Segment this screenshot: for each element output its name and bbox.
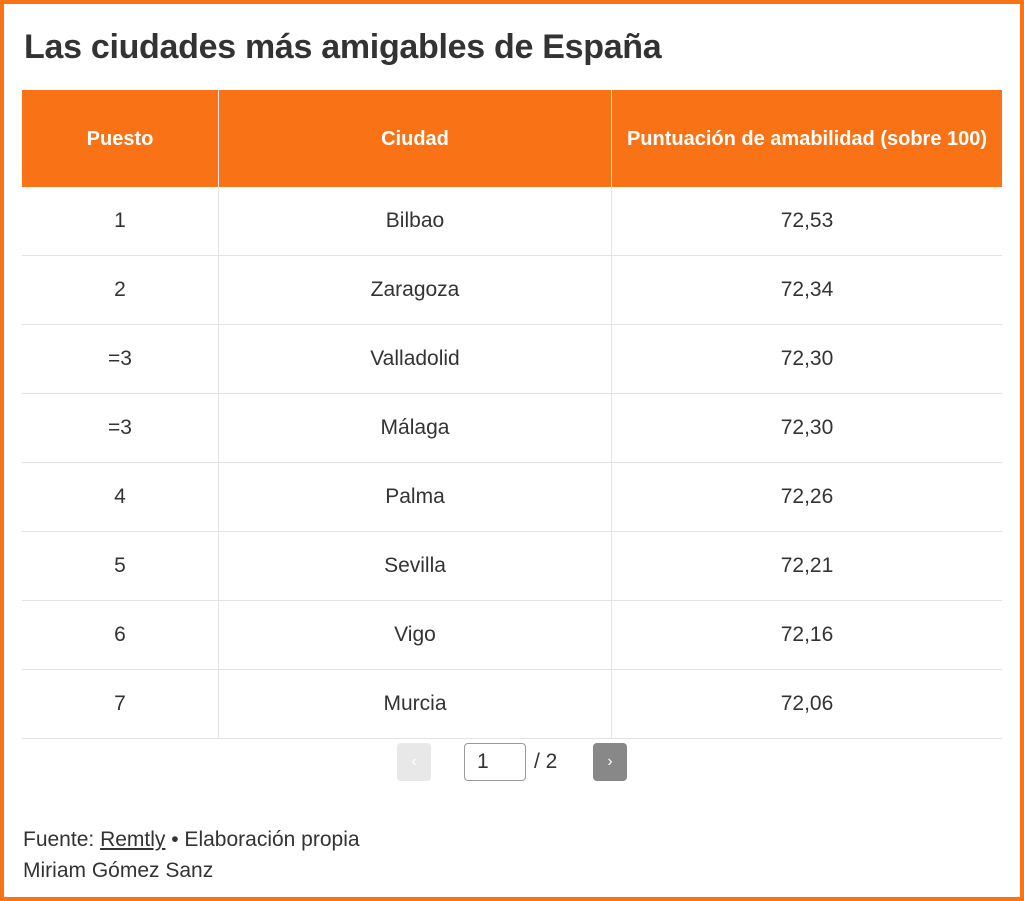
table-row: 6 Vigo 72,16 [22,600,1002,670]
rankings-table: Puesto Ciudad Puntuación de amabilidad (… [22,90,1002,739]
score-cell: 72,06 [611,669,1002,739]
table-row: 4 Palma 72,26 [22,462,1002,532]
table-row: 1 Bilbao 72,53 [22,187,1002,256]
rank-cell: 1 [22,187,219,256]
page-total: / 2 [534,750,558,773]
table-row: 5 Sevilla 72,21 [22,531,1002,601]
score-cell: 72,53 [611,187,1002,256]
page-number-input[interactable] [464,743,526,781]
author: Miriam Gómez Sanz [23,859,214,882]
header-puntuacion[interactable]: Puntuación de amabilidad (sobre 100) [611,90,1002,187]
score-cell: 72,21 [611,531,1002,601]
next-page-button[interactable]: › [593,743,627,781]
rank-cell: 7 [22,669,219,739]
rank-cell: 4 [22,462,219,532]
city-cell: Vigo [218,600,612,670]
rank-cell: =3 [22,324,219,394]
header-puesto[interactable]: Puesto [22,90,219,187]
table-row: 7 Murcia 72,06 [22,669,1002,739]
footer: Fuente: Remtly • Elaboración propia Miri… [23,824,360,886]
score-cell: 72,30 [611,393,1002,463]
city-cell: Bilbao [218,187,612,256]
city-cell: Zaragoza [218,255,612,325]
city-cell: Sevilla [218,531,612,601]
rank-cell: =3 [22,393,219,463]
rank-cell: 2 [22,255,219,325]
score-cell: 72,26 [611,462,1002,532]
prev-page-button[interactable]: ‹ [397,743,431,781]
page-title: Las ciudades más amigables de España [24,28,662,66]
city-cell: Málaga [218,393,612,463]
rank-cell: 6 [22,600,219,670]
header-ciudad[interactable]: Ciudad [218,90,612,187]
city-cell: Palma [218,462,612,532]
source-link[interactable]: Remtly [100,828,166,851]
table-row: =3 Málaga 72,30 [22,393,1002,463]
score-cell: 72,30 [611,324,1002,394]
city-cell: Murcia [218,669,612,739]
rank-cell: 5 [22,531,219,601]
score-cell: 72,34 [611,255,1002,325]
table-header-row: Puesto Ciudad Puntuación de amabilidad (… [22,90,1002,187]
pagination: ‹ / 2 › [4,743,1024,783]
score-cell: 72,16 [611,600,1002,670]
table-row: 2 Zaragoza 72,34 [22,255,1002,325]
city-cell: Valladolid [218,324,612,394]
source-suffix: • Elaboración propia [171,828,360,851]
source-label: Fuente: [23,828,95,851]
table-row: =3 Valladolid 72,30 [22,324,1002,394]
